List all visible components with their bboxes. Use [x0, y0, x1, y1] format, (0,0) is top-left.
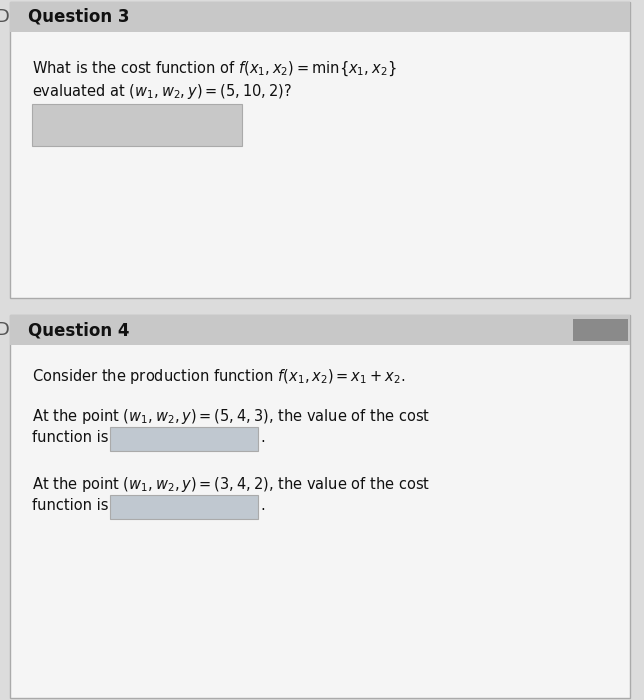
Bar — [10, 2, 630, 298]
Bar — [110, 495, 258, 519]
Text: function is: function is — [32, 498, 108, 513]
Text: Question 3: Question 3 — [28, 8, 129, 26]
Bar — [110, 427, 258, 451]
Text: D: D — [0, 321, 9, 339]
Bar — [10, 315, 630, 698]
Text: Consider the production function $f(x_1, x_2) = x_1 + x_2$.: Consider the production function $f(x_1,… — [32, 367, 405, 386]
Text: Question 4: Question 4 — [28, 321, 129, 339]
Bar — [10, 2, 630, 32]
Text: What is the cost function of $f(x_1, x_2) = \mathrm{min}\{x_1, x_2\}$: What is the cost function of $f(x_1, x_2… — [32, 60, 397, 78]
Bar — [32, 104, 242, 146]
Text: evaluated at $(w_1, w_2, y) = (5, 10, 2)$?: evaluated at $(w_1, w_2, y) = (5, 10, 2)… — [32, 82, 292, 101]
Text: function is: function is — [32, 430, 108, 445]
Text: .: . — [260, 430, 265, 445]
Text: .: . — [260, 498, 265, 513]
Text: At the point $(w_1, w_2, y) = (5, 4, 3)$, the value of the cost: At the point $(w_1, w_2, y) = (5, 4, 3)$… — [32, 407, 430, 426]
Bar — [10, 315, 630, 345]
Bar — [573, 319, 628, 341]
Text: D: D — [0, 8, 9, 26]
Text: At the point $(w_1, w_2, y) = (3, 4, 2)$, the value of the cost: At the point $(w_1, w_2, y) = (3, 4, 2)$… — [32, 475, 430, 494]
